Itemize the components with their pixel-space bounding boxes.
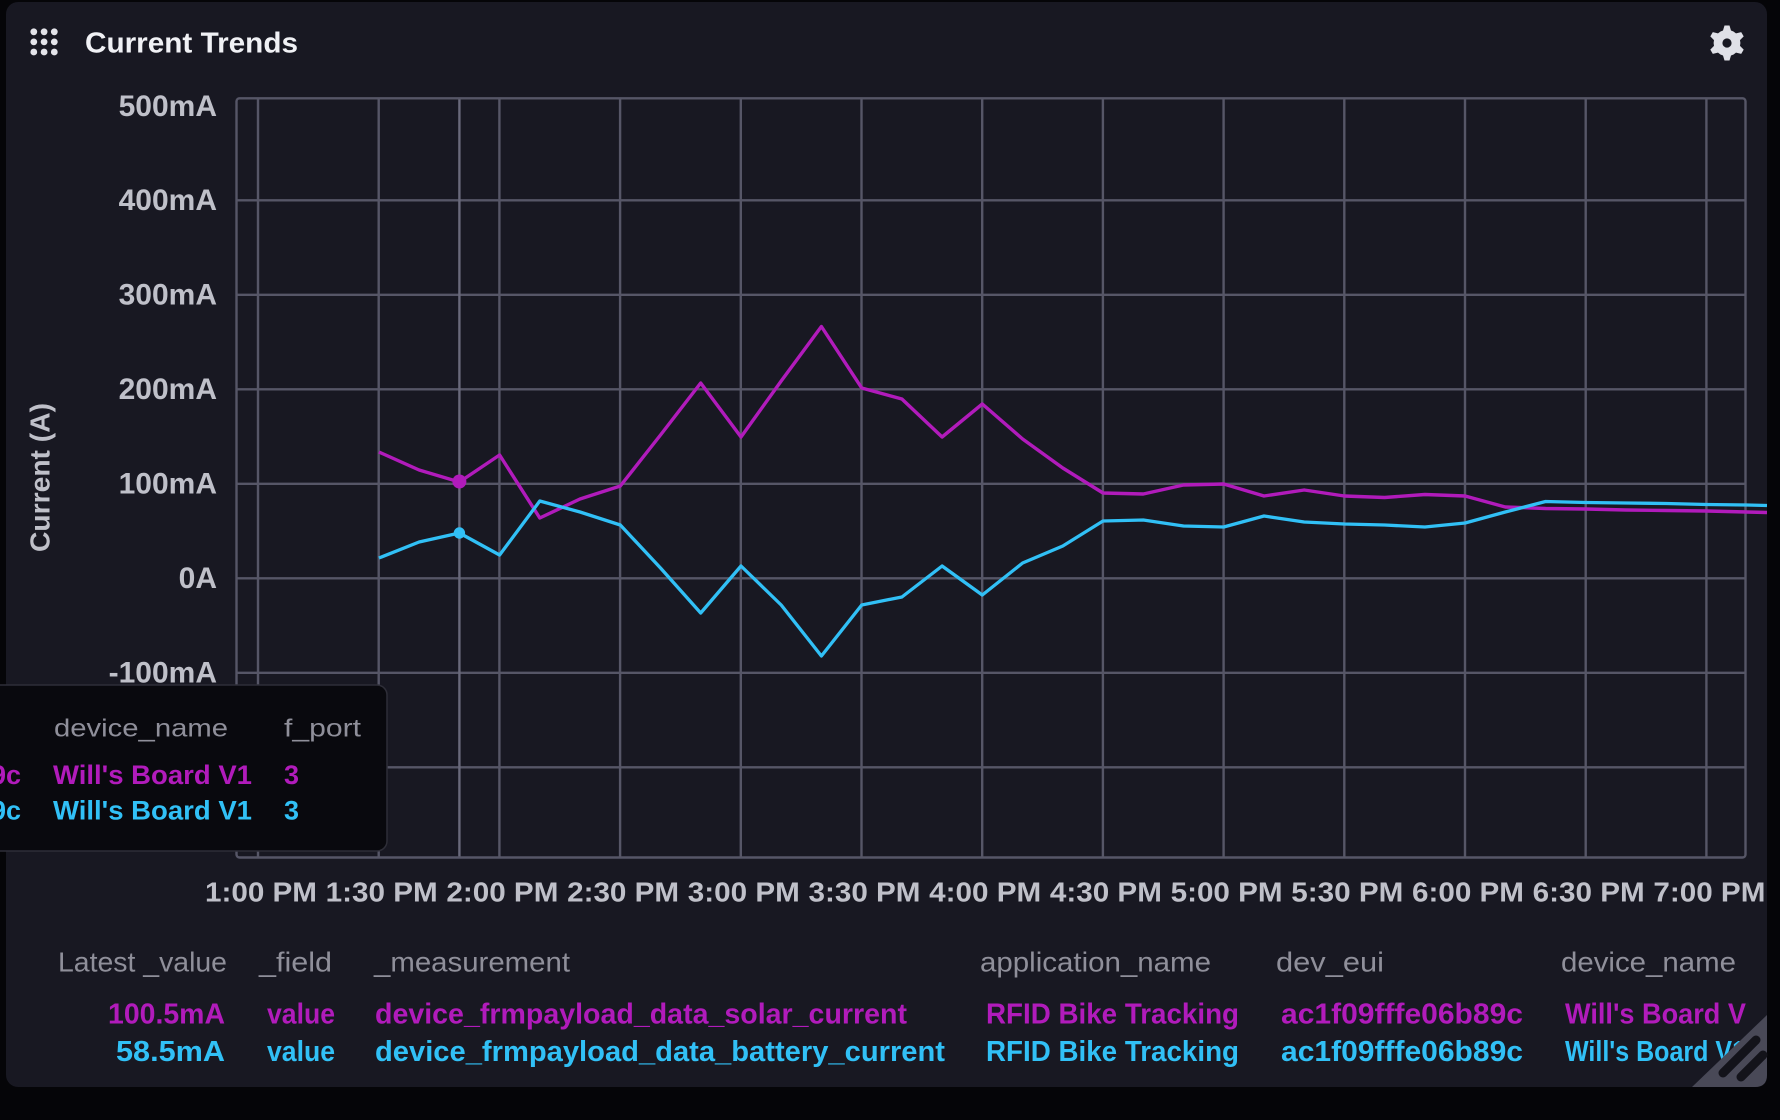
svg-text:Will's Board V1: Will's Board V1 bbox=[53, 760, 252, 790]
svg-text:Will's Board V1: Will's Board V1 bbox=[53, 796, 252, 826]
svg-text:_measurement: _measurement bbox=[373, 947, 570, 978]
svg-text:ac1f09fffe06b89c: ac1f09fffe06b89c bbox=[1281, 1036, 1523, 1068]
svg-text:100mA: 100mA bbox=[119, 467, 217, 500]
svg-text:device_frmpayload_data_solar_c: device_frmpayload_data_solar_current bbox=[375, 999, 907, 1031]
svg-text:device_frmpayload_data_battery: device_frmpayload_data_battery_current bbox=[375, 1036, 945, 1068]
svg-text:200mA: 200mA bbox=[119, 373, 217, 406]
svg-text:device_name: device_name bbox=[1561, 947, 1736, 978]
svg-text:value: value bbox=[267, 1036, 335, 1068]
svg-text:f_port: f_port bbox=[284, 715, 361, 743]
svg-text:Will's Board V1: Will's Board V1 bbox=[1565, 1036, 1746, 1068]
svg-text:2:00 PM: 2:00 PM bbox=[446, 877, 558, 908]
svg-text:Current (A): Current (A) bbox=[25, 403, 56, 552]
svg-text:4:30 PM: 4:30 PM bbox=[1050, 877, 1162, 908]
svg-text:1:00 PM: 1:00 PM bbox=[205, 877, 317, 908]
svg-text:9c: 9c bbox=[0, 760, 21, 790]
svg-text:3: 3 bbox=[284, 760, 299, 790]
svg-text:500mA: 500mA bbox=[119, 90, 217, 123]
svg-text:value: value bbox=[267, 999, 335, 1031]
svg-text:device_name: device_name bbox=[54, 715, 228, 743]
svg-text:RFID Bike Tracking: RFID Bike Tracking bbox=[986, 999, 1239, 1031]
svg-text:dev_eui: dev_eui bbox=[1276, 947, 1384, 978]
svg-text:1:30 PM: 1:30 PM bbox=[326, 877, 438, 908]
svg-text:RFID Bike Tracking: RFID Bike Tracking bbox=[986, 1036, 1239, 1068]
svg-text:6:30 PM: 6:30 PM bbox=[1533, 877, 1645, 908]
svg-text:Will's Board V: Will's Board V bbox=[1565, 999, 1747, 1031]
svg-text:Current Trends: Current Trends bbox=[85, 28, 298, 60]
svg-text:0A: 0A bbox=[179, 562, 217, 595]
svg-text:3:00 PM: 3:00 PM bbox=[688, 877, 800, 908]
svg-text:5:30 PM: 5:30 PM bbox=[1291, 877, 1403, 908]
svg-text:3:30 PM: 3:30 PM bbox=[809, 877, 921, 908]
svg-text:9c: 9c bbox=[0, 796, 21, 826]
svg-text:5:00 PM: 5:00 PM bbox=[1171, 877, 1283, 908]
svg-text:application_name: application_name bbox=[980, 947, 1211, 978]
svg-text:_field: _field bbox=[258, 947, 332, 978]
svg-text:100.5mA: 100.5mA bbox=[108, 999, 225, 1031]
svg-text:58.5mA: 58.5mA bbox=[116, 1036, 225, 1068]
svg-text:400mA: 400mA bbox=[119, 184, 217, 217]
svg-text:2:30 PM: 2:30 PM bbox=[567, 877, 679, 908]
svg-text:-100mA: -100mA bbox=[109, 656, 217, 689]
svg-text:ac1f09fffe06b89c: ac1f09fffe06b89c bbox=[1281, 999, 1523, 1031]
svg-text:7:00 PM: 7:00 PM bbox=[1653, 877, 1765, 908]
svg-text:6:00 PM: 6:00 PM bbox=[1412, 877, 1524, 908]
svg-text:3: 3 bbox=[284, 796, 299, 826]
svg-text:Latest _value: Latest _value bbox=[58, 947, 227, 978]
svg-text:4:00 PM: 4:00 PM bbox=[929, 877, 1041, 908]
svg-text:300mA: 300mA bbox=[119, 278, 217, 311]
